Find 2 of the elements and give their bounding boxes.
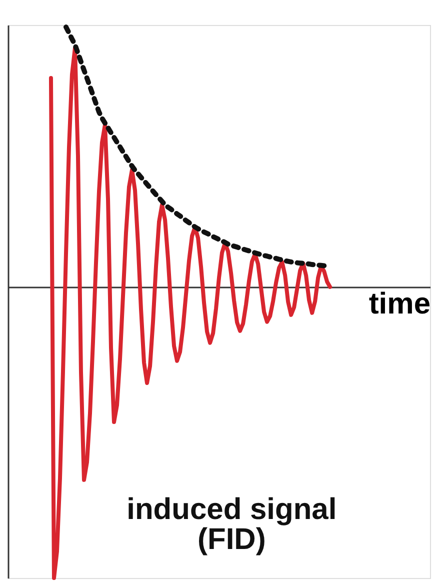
x-axis-title: time bbox=[368, 287, 430, 320]
annotation: induced signal (FID) bbox=[126, 493, 337, 556]
